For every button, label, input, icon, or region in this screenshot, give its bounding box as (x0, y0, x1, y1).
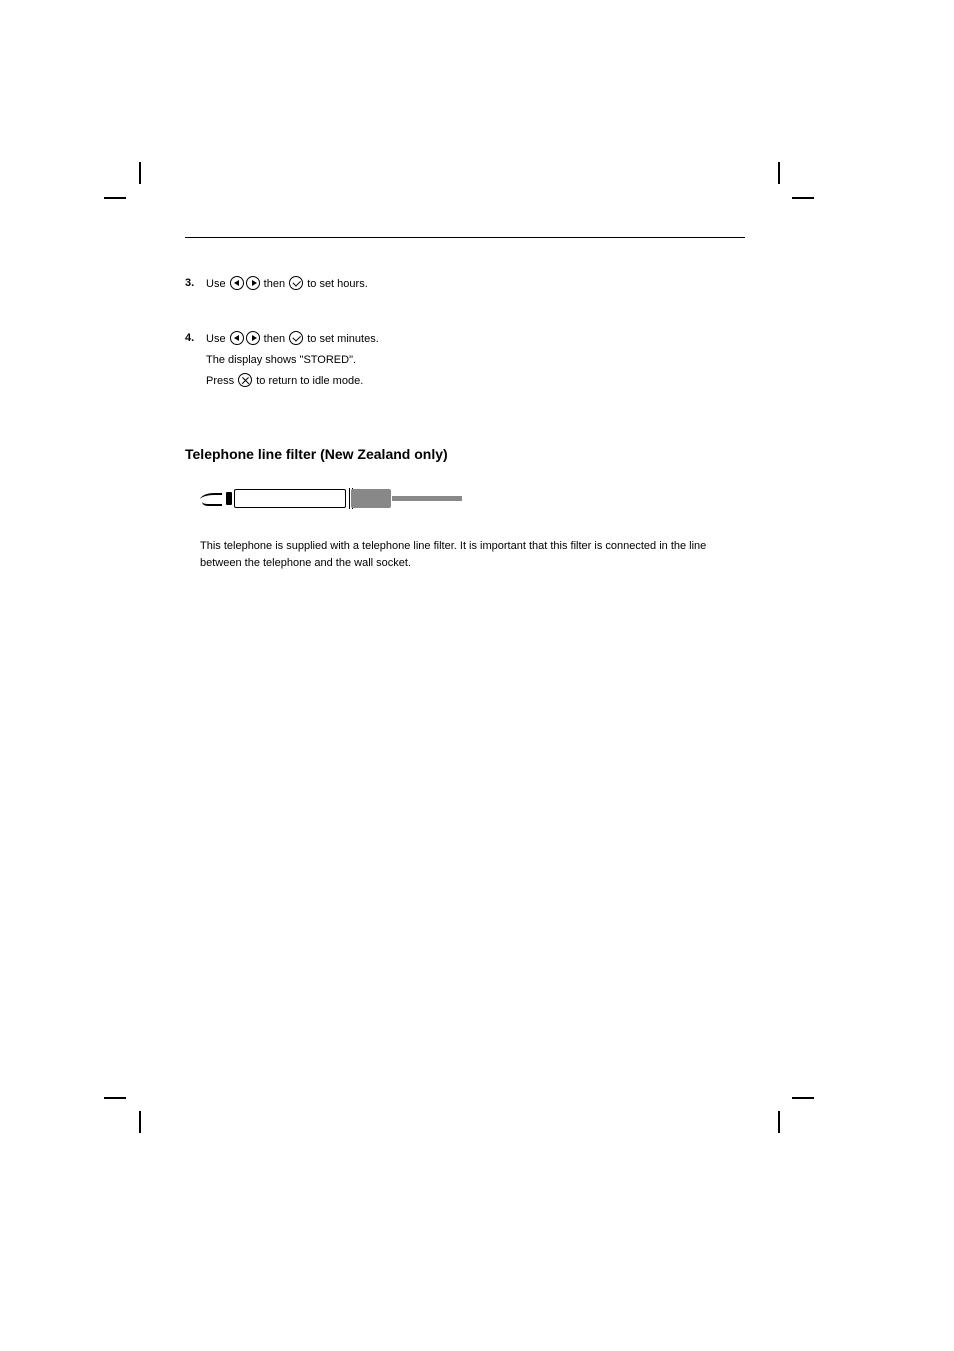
text: to return to idle mode. (253, 375, 363, 387)
step-3: 3. Use then to set hours. (185, 276, 745, 293)
text: then (261, 278, 289, 290)
text: Press (206, 375, 237, 387)
section: Telephone line filter (New Zealand only)… (185, 446, 745, 572)
step-number: 4. (185, 331, 200, 346)
divider (185, 237, 745, 238)
step-4: 4. Use then to set minutes. The display … (185, 331, 745, 390)
right-arrow-icon (246, 276, 260, 290)
filter-diagram (200, 484, 420, 510)
text: Use (206, 333, 229, 345)
step-text: Use then to set hours. (206, 276, 745, 293)
check-icon (289, 276, 303, 290)
step-text: Use then to set minutes. The display sho… (206, 331, 745, 390)
check-icon (289, 331, 303, 345)
text: to set minutes. (304, 333, 379, 345)
left-arrow-icon (230, 276, 244, 290)
section-title: Telephone line filter (New Zealand only) (185, 446, 745, 462)
right-arrow-icon (246, 331, 260, 345)
text: Use (206, 278, 229, 290)
text: to set hours. (304, 278, 368, 290)
step-number: 3. (185, 276, 200, 291)
text: then (261, 333, 289, 345)
cross-icon (238, 373, 252, 387)
section-paragraph: This telephone is supplied with a teleph… (200, 538, 745, 572)
left-arrow-icon (230, 331, 244, 345)
page-content: 3. Use then to set hours. 4. Use then to… (185, 225, 745, 572)
step-sub: The display shows "STORED". (206, 352, 745, 369)
